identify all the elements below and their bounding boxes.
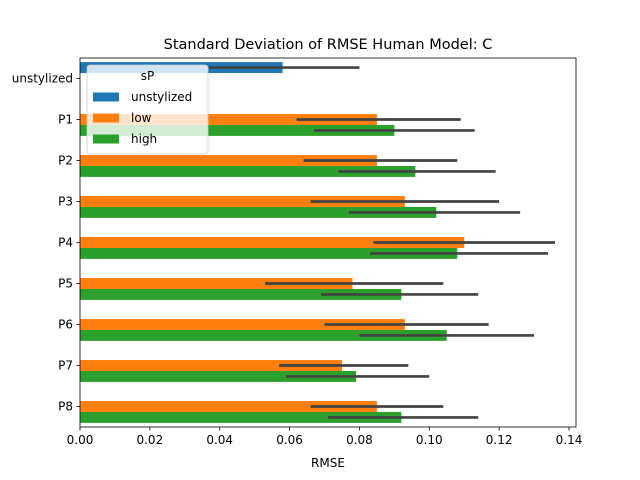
y-tick-label: P6 (58, 318, 73, 332)
x-tick-label: 0.10 (416, 433, 443, 447)
y-tick-label: P4 (58, 236, 73, 250)
y-tick-label: P8 (58, 400, 73, 414)
axes-layer: 0.00 0.02 0.04 0.06 0.08 0.10 0.12 0.14 unstyliz… (12, 57, 583, 447)
bar-P4-low (80, 237, 465, 248)
bar-P1-high (80, 124, 395, 136)
x-tick-label: 0.00 (67, 433, 94, 447)
bar-P7-high (80, 370, 356, 382)
bar-P8-low (80, 401, 377, 412)
y-tick-label: P2 (58, 154, 73, 168)
bar-P7-low (80, 360, 342, 371)
bar-P2-high (80, 165, 416, 177)
bar-P3-low (80, 196, 405, 207)
bar-P2-low (80, 155, 377, 166)
y-tick-label: P7 (58, 359, 73, 373)
bar-P8-high (80, 411, 402, 423)
x-tick-label: 0.04 (206, 433, 233, 447)
legend-swatch-high (93, 134, 119, 144)
legend-label-high: high (131, 132, 157, 146)
y-tick-label: unstylized (12, 72, 73, 86)
x-tick-label: 0.14 (556, 433, 583, 447)
legend-title: sP (141, 69, 155, 83)
legend-label-unstylized: unstylized (131, 90, 192, 104)
x-tick-label: 0.08 (346, 433, 373, 447)
bar-P5-high (80, 288, 402, 300)
legend-label-low: low (131, 111, 152, 125)
y-tick-label: P1 (58, 113, 73, 127)
bar-P3-high (80, 206, 437, 218)
legend-swatch-low (93, 113, 119, 123)
bar-P5-low (80, 278, 353, 289)
bar-P4-high (80, 247, 458, 259)
x-tick-label: 0.02 (136, 433, 163, 447)
x-tick-label: 0.12 (486, 433, 513, 447)
legend-box (86, 64, 209, 155)
bar-P1-low (80, 114, 377, 125)
bars-layer (80, 62, 465, 423)
legend-swatch-unstylized (93, 92, 119, 102)
bar-P6-high (80, 329, 447, 341)
x-tick-label: 0.06 (276, 433, 303, 447)
y-tick-label: P5 (58, 277, 73, 291)
x-axis-label: RMSE (311, 456, 345, 470)
chart-title: Standard Deviation of RMSE Human Model: … (164, 37, 493, 53)
legend: sP unstylized low high (86, 64, 209, 155)
y-tick-label: P3 (58, 195, 73, 209)
bar-P6-low (80, 319, 405, 330)
error-bars-layer (209, 66, 556, 419)
